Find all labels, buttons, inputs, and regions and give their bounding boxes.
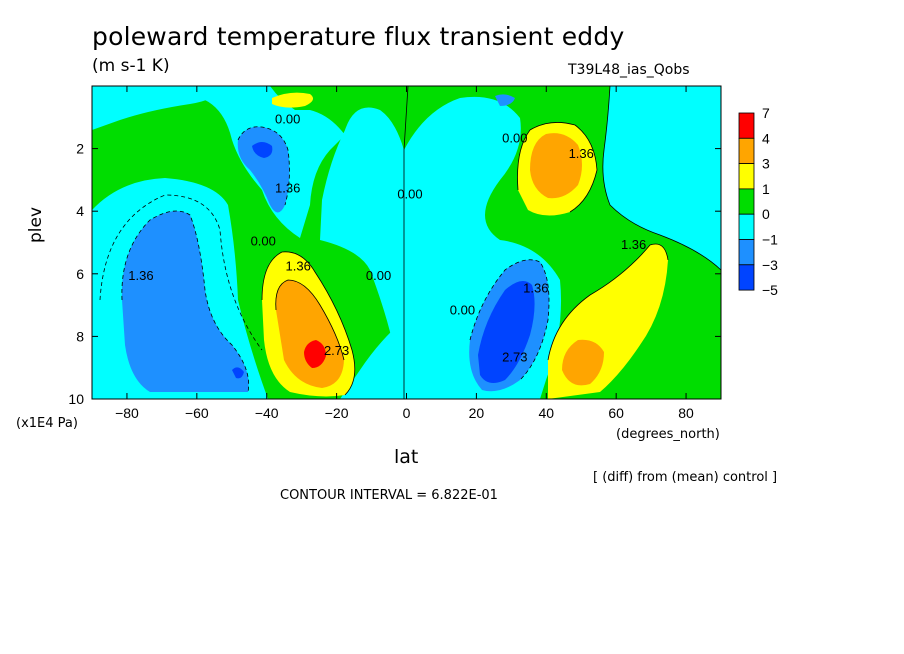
x-tick-label: −60 — [185, 405, 209, 421]
chart-units: (m s-1 K) — [92, 56, 170, 76]
contour-labels: 0.00 1.36 1.36 0.00 1.36 2.73 0.00 0.00 0.00 1.36… — [128, 112, 646, 365]
contour-line-south-positive — [261, 251, 356, 396]
contour-label: 1.36 — [523, 281, 548, 296]
x-tick-label: 60 — [608, 405, 624, 421]
colorbar-label: −3 — [762, 257, 778, 273]
contour-line-south-inner — [275, 279, 345, 361]
colorbar-label: −5 — [762, 282, 778, 298]
colorbar-swatch — [738, 137, 755, 165]
y-tick-label: 4 — [76, 203, 84, 219]
y-ticks: 2 4 6 8 10 — [68, 141, 721, 407]
y-axis-label: plev — [26, 206, 46, 243]
contour-line-zero-center — [403, 86, 409, 399]
x-tick-label: −20 — [325, 405, 349, 421]
contour-label: 2.73 — [502, 349, 527, 364]
y-axis-unit: (x1E4 Pa) — [16, 416, 78, 431]
contour-line-south-upper-negative — [237, 126, 290, 206]
band-yellow-top-south — [272, 92, 314, 108]
diff-note: [ (diff) from (mean) control ] — [593, 470, 778, 485]
x-tick-label: 40 — [538, 405, 554, 421]
x-tick-label: −40 — [255, 405, 279, 421]
x-tick-label: 20 — [469, 405, 485, 421]
colorbar-swatch — [738, 264, 755, 291]
contour-line-southwest-negative — [121, 210, 250, 393]
x-tick-label: 0 — [403, 405, 411, 421]
band-blue-top — [495, 94, 515, 106]
y-tick-label: 6 — [76, 266, 84, 282]
colorbar-label: 3 — [762, 156, 770, 172]
contour-label: 0.00 — [450, 302, 475, 317]
band-cyan-east — [602, 86, 721, 270]
colorbar-swatch — [738, 188, 755, 215]
band-darkblue-southwest-small — [232, 367, 244, 379]
contour-label: 1.36 — [286, 259, 311, 274]
x-ticks: −80 −60 −40 −20 0 20 40 60 80 — [115, 86, 694, 421]
colorbar-label: 7 — [762, 105, 770, 121]
colorbar-swatch — [738, 163, 755, 190]
contour-label: 0.00 — [397, 187, 422, 202]
x-tick-label: −80 — [115, 405, 139, 421]
contour-label: 0.00 — [251, 234, 276, 249]
y-tick-label: 8 — [76, 328, 84, 344]
band-orange-northeast-lower — [562, 339, 604, 386]
y-tick-label: 10 — [68, 391, 84, 407]
colorbar-swatch — [738, 213, 755, 240]
contour-label: 1.36 — [621, 237, 646, 252]
contour-label: 0.00 — [366, 268, 391, 283]
colorbar-label: 1 — [762, 181, 770, 197]
contour-line-east — [602, 86, 721, 271]
contour-line-southwest-outer — [99, 194, 263, 351]
contour-label: 0.00 — [275, 112, 300, 127]
band-orange-northeast-upper — [530, 133, 582, 199]
contour-line-northeast-upper — [517, 122, 598, 213]
x-axis-unit: (degrees_north) — [616, 427, 720, 442]
x-tick-label: 80 — [678, 405, 694, 421]
band-blue-southwest — [121, 211, 249, 392]
colorbar-label: −1 — [762, 232, 778, 248]
colorbar: 7 4 3 1 0 −1 −3 −5 — [738, 105, 778, 298]
contour-label: 1.36 — [128, 268, 153, 283]
colorbar-label: 4 — [762, 130, 770, 146]
contour-interval: CONTOUR INTERVAL = 6.822E-01 — [280, 488, 498, 503]
x-axis-label: lat — [394, 446, 419, 468]
y-tick-label: 2 — [76, 141, 84, 157]
contour-label: 2.73 — [324, 343, 349, 358]
run-label: T39L48_ias_Qobs — [568, 62, 690, 78]
band-darkblue-south-upper — [252, 142, 273, 158]
band-cyan-center — [320, 107, 404, 399]
filled-contours — [92, 86, 721, 399]
contour-line-northeast-lower — [547, 243, 669, 361]
colorbar-swatch — [738, 239, 755, 266]
colorbar-swatch — [738, 112, 755, 139]
band-orange-south — [275, 280, 344, 388]
band-cyan-topleft — [92, 86, 232, 130]
band-blue-south-upper — [237, 126, 290, 213]
contour-label: 1.36 — [569, 146, 594, 161]
colorbar-label: 0 — [762, 206, 770, 222]
band-cyan-bottom-center — [340, 320, 404, 399]
contour-label: 0.00 — [502, 130, 527, 145]
contour-label: 1.36 — [275, 180, 300, 195]
chart-title: poleward temperature flux transient eddy — [92, 22, 625, 51]
band-darkblue-northeast-trough — [478, 281, 535, 384]
band-red-south — [304, 340, 326, 368]
contour-lines — [99, 86, 721, 399]
contour-line-northeast-trough — [469, 259, 550, 381]
